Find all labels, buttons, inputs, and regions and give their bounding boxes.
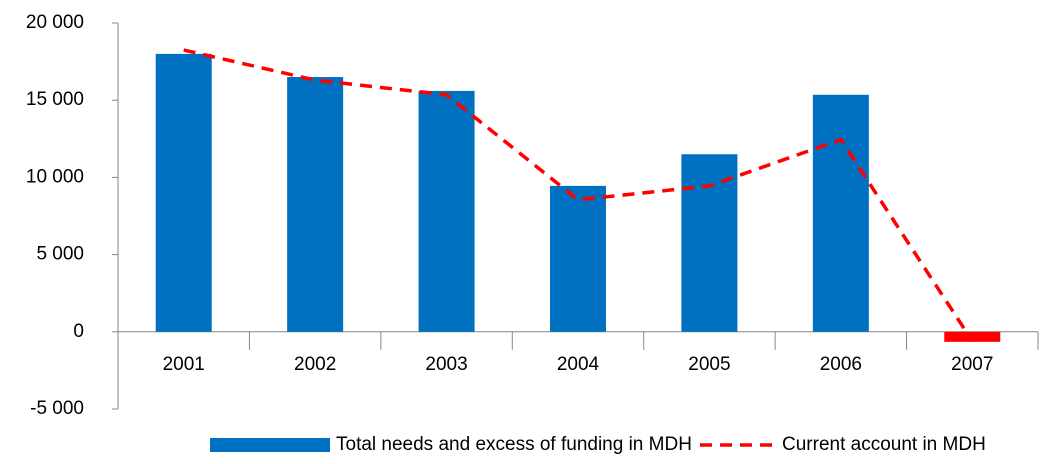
legend-label: Current account in MDH	[782, 434, 986, 455]
bar	[812, 94, 869, 332]
y-tick-label: -5 000	[30, 398, 84, 419]
line	[183, 48, 974, 343]
bar	[287, 77, 344, 332]
y-tick-label: 10 000	[26, 166, 84, 187]
x-tick-label: 2005	[688, 354, 730, 375]
x-tick-label: 2001	[163, 354, 205, 375]
x-tick-label: 2002	[294, 354, 336, 375]
bar	[681, 154, 738, 332]
bar	[418, 90, 475, 332]
y-tick-label: 15 000	[26, 89, 84, 110]
x-tick-label: 2004	[557, 354, 600, 375]
bar	[944, 331, 1001, 342]
bar	[550, 185, 606, 332]
legend-label: Total needs and excess of funding in MDH	[336, 434, 692, 455]
y-tick-label: 5 000	[36, 244, 84, 265]
x-tick-label: 2003	[425, 354, 467, 375]
bar	[155, 53, 212, 332]
y-tick-label: 20 000	[26, 12, 84, 33]
legend-swatch	[210, 438, 330, 452]
x-tick-label: 2007	[951, 354, 993, 375]
y-tick-label: 0	[73, 321, 84, 342]
x-tick-label: 2006	[820, 354, 862, 375]
